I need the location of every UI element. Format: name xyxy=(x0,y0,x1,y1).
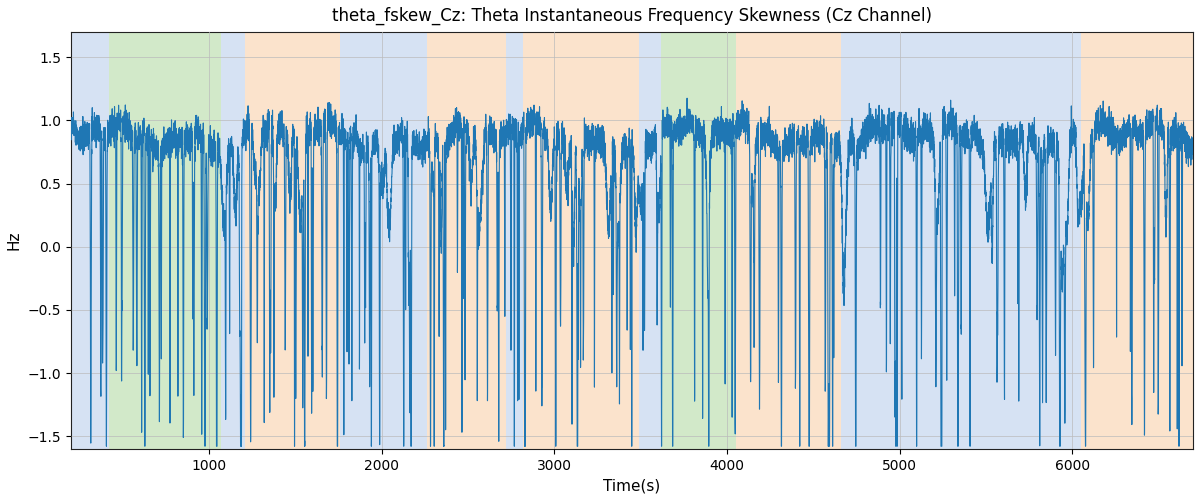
Bar xyxy=(340,32,426,449)
Bar xyxy=(71,32,109,449)
Bar xyxy=(736,32,841,449)
Bar xyxy=(221,32,245,449)
Bar xyxy=(1081,32,1193,449)
Y-axis label: Hz: Hz xyxy=(7,230,22,250)
Bar xyxy=(523,32,638,449)
X-axis label: Time(s): Time(s) xyxy=(604,478,660,493)
Bar xyxy=(245,32,340,449)
Title: theta_fskew_Cz: Theta Instantaneous Frequency Skewness (Cz Channel): theta_fskew_Cz: Theta Instantaneous Freq… xyxy=(332,7,932,25)
Bar xyxy=(426,32,506,449)
Bar xyxy=(661,32,736,449)
Bar xyxy=(638,32,661,449)
Bar xyxy=(109,32,221,449)
Bar xyxy=(841,32,1081,449)
Bar xyxy=(506,32,523,449)
